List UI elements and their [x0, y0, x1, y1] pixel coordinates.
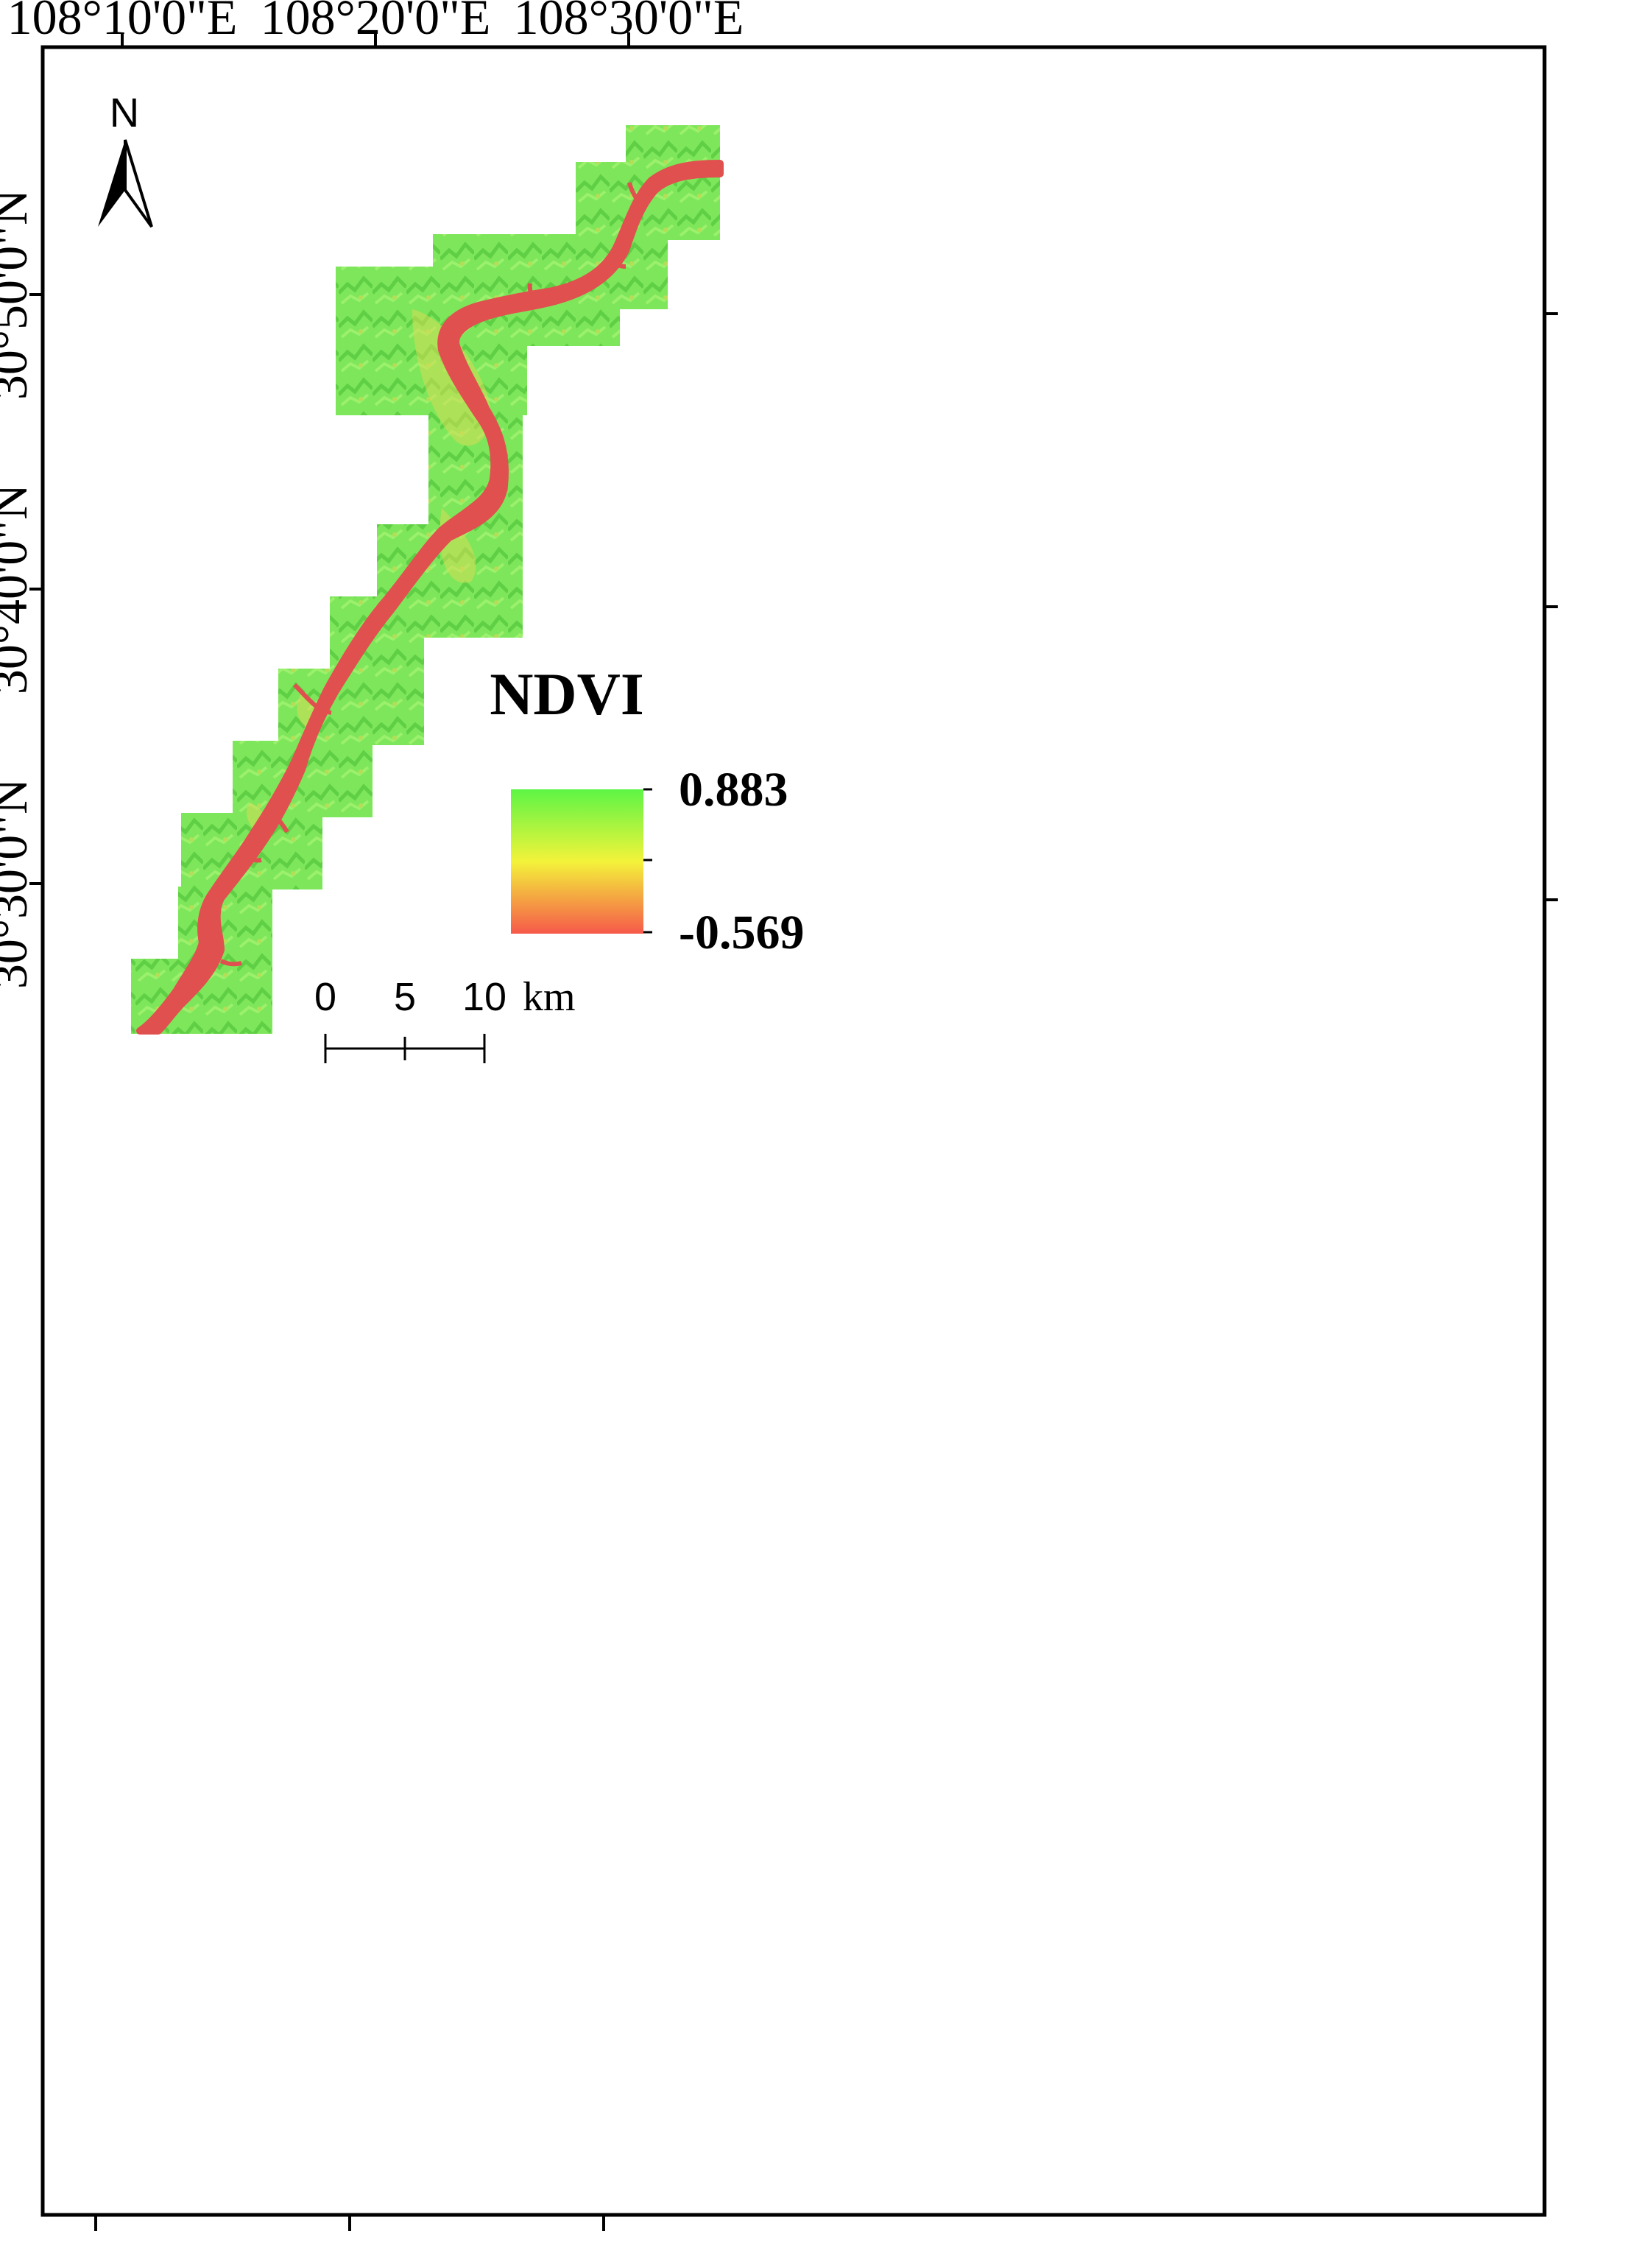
legend-min-label: -0.569: [679, 906, 804, 959]
river-water: [136, 160, 724, 1035]
legend-title: NDVI: [490, 660, 644, 727]
lat-label-1: 30°50'0"N: [0, 189, 38, 400]
scale-bar: 0 5 10 km: [314, 974, 576, 1063]
legend: NDVI 0.883 -0.569: [490, 660, 804, 959]
north-label: N: [110, 89, 139, 135]
scale-tick-10: 10: [462, 975, 506, 1019]
legend-color-ramp: [511, 789, 643, 934]
legend-max-label: 0.883: [679, 763, 788, 817]
left-graticule: 30°50'0"N 30°40'0"N 30°30'0"N: [0, 189, 43, 989]
lat-label-2: 30°40'0"N: [0, 484, 38, 694]
scale-unit: km: [523, 974, 576, 1020]
lon-label-3: 108°30'0"E: [514, 0, 744, 45]
right-graticule: [1545, 312, 1558, 901]
lon-label-2: 108°20'0"E: [261, 0, 491, 45]
bottom-graticule: [94, 2215, 605, 2231]
lat-label-3: 30°30'0"N: [0, 778, 38, 989]
lon-label-1: 108°10'0"E: [7, 0, 238, 45]
north-arrow-icon: N: [98, 89, 153, 228]
map-frame: [40, 45, 1547, 2217]
scale-tick-0: 0: [314, 975, 336, 1019]
top-graticule: 108°10'0"E 108°20'0"E 108°30'0"E: [7, 0, 744, 47]
scale-tick-5: 5: [394, 975, 416, 1019]
river-inlets: [219, 182, 643, 967]
